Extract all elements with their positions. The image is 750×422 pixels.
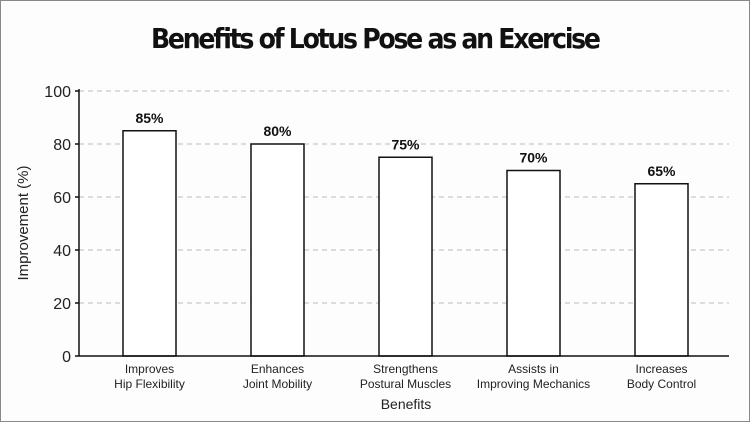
- bar: [378, 156, 433, 357]
- data-label: 80%: [263, 123, 292, 139]
- data-label: 70%: [519, 150, 548, 166]
- data-label: 75%: [391, 136, 420, 152]
- x-tick-label: Postural Muscles: [360, 377, 451, 391]
- x-tick-label: Hip Flexibility: [114, 377, 185, 391]
- y-tick-label: 80: [53, 137, 71, 154]
- bar: [506, 169, 561, 357]
- y-tick-label: 100: [44, 84, 71, 101]
- bar: [634, 183, 689, 357]
- bar: [250, 143, 305, 357]
- x-tick-label: Body Control: [627, 377, 696, 391]
- y-tick-label: 20: [53, 296, 71, 313]
- bar: [122, 130, 177, 357]
- x-tick-label: Joint Mobility: [243, 377, 312, 391]
- x-tick-label: Improves: [125, 362, 174, 376]
- chart-title: Benefits of Lotus Pose as an Exercise: [151, 22, 601, 55]
- y-tick-label: 60: [53, 190, 71, 207]
- x-tick-label: Improving Mechanics: [477, 377, 590, 391]
- x-tick-label: Assists in: [508, 362, 559, 376]
- x-tick-label: Strengthens: [373, 362, 438, 376]
- data-label: 65%: [647, 163, 676, 179]
- data-label: 85%: [135, 110, 164, 126]
- x-axis-label: Benefits: [381, 396, 432, 412]
- x-tick-label: Increases: [635, 362, 687, 376]
- y-axis-label: Improvement (%): [15, 165, 32, 280]
- y-tick-label: 40: [53, 243, 71, 260]
- x-tick-label: Enhances: [251, 362, 304, 376]
- y-tick-label: 0: [62, 349, 71, 366]
